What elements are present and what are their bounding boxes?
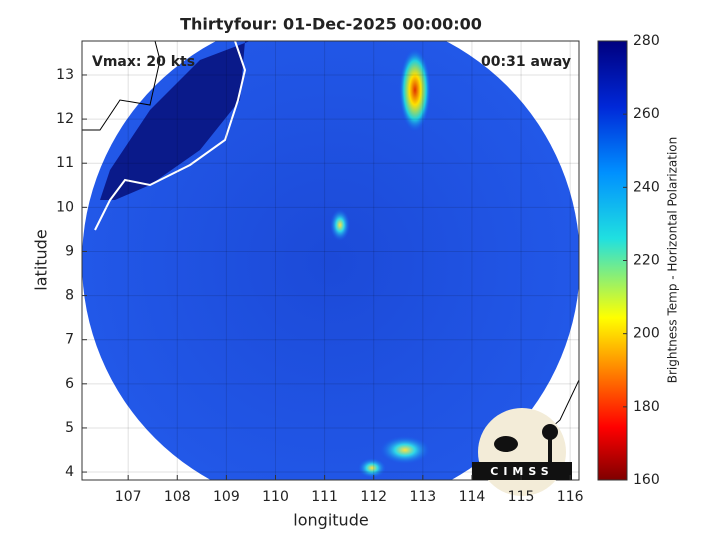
x-tick-label: 110 [262,489,289,505]
x-tick-label: 114 [459,489,486,505]
x-tick-label: 113 [409,489,436,505]
logo-text: CIMSS [490,465,553,478]
y-tick-label: 9 [65,243,74,259]
colorbar-tick-label: 260 [633,106,660,122]
coastline [94,41,247,231]
x-tick-label: 115 [508,489,535,505]
grid [82,41,579,480]
x-tick-label: 111 [311,489,338,505]
y-tick-label: 6 [65,376,74,392]
land-cold [100,41,500,200]
convection [380,436,430,464]
convection [399,48,431,132]
y-tick-label: 10 [56,199,74,215]
x-tick-label: 108 [164,489,191,505]
y-tick-label: 12 [56,111,74,127]
colorbar-tick-label: 200 [633,326,660,342]
y-tick-label: 11 [56,155,74,171]
colorbar-tick-label: 160 [633,472,660,488]
x-tick-label: 112 [360,489,387,505]
plot-frame [81,40,580,481]
x-tick-label: 107 [115,489,142,505]
coastline-outside [82,41,161,131]
colorbar-tick-label: 280 [633,33,660,49]
annotation: 00:31 away [481,54,571,70]
logo: CIMSS [472,408,572,496]
map-layer [82,41,579,480]
colorbar [597,40,628,481]
chart-title: Thirtyfour: 01-Dec-2025 00:00:00 [180,15,482,34]
convection [358,458,386,478]
y-tick-label: 13 [56,67,74,83]
swath [82,41,579,480]
x-tick-label: 109 [213,489,240,505]
colorbar-tick-label: 240 [633,179,660,195]
colorbar-tick-label: 220 [633,253,660,269]
x-tick-label: 116 [557,489,584,505]
convection [330,209,350,241]
y-tick-label: 5 [65,420,74,436]
colorbar-label: Brightness Temp - Horizontal Polarizatio… [666,137,680,384]
y-tick-label: 4 [65,464,74,480]
x-axis-label: longitude [293,511,368,530]
y-axis-label: latitude [32,229,51,290]
y-tick-label: 8 [65,288,74,304]
colorbar-tick-label: 180 [633,399,660,415]
annotation: Vmax: 20 kts [92,54,195,70]
y-tick-label: 7 [65,332,74,348]
